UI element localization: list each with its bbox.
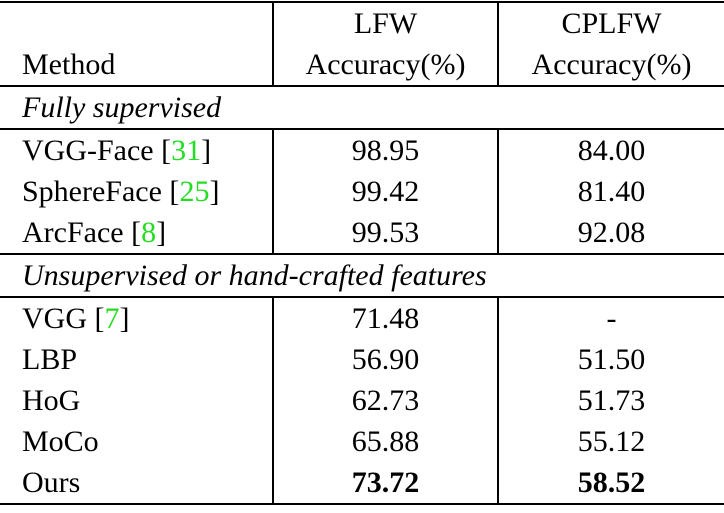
cplfw-cell: 84.00 xyxy=(577,134,646,167)
method-name: ] xyxy=(156,216,167,249)
lfw-cell: 98.95 xyxy=(273,129,499,171)
data-row: ArcFace [8] 99.53 92.08 xyxy=(0,212,724,254)
method-cell: MoCo xyxy=(0,421,274,462)
method-name: ] xyxy=(201,134,212,167)
cplfw-cell: 51.73 xyxy=(577,384,646,417)
cplfw-cell: 55.12 xyxy=(577,425,646,458)
method-name: VGG-Face [ xyxy=(22,134,172,167)
lfw-cell: 56.90 xyxy=(273,339,499,380)
header-cell: LFW xyxy=(273,1,499,44)
data-row: LBP 56.90 51.50 xyxy=(0,339,724,380)
method-name: HoG xyxy=(22,384,81,417)
method-name: LBP xyxy=(22,343,78,376)
lfw-cell: 62.73 xyxy=(273,380,499,421)
cplfw-cell: 81.40 xyxy=(577,175,646,208)
header-cell xyxy=(0,1,274,44)
header-cell: Method xyxy=(0,44,274,87)
method-cell: LBP xyxy=(0,339,274,380)
section-row: Fully supervised xyxy=(0,86,724,130)
header-row: Method Accuracy(%) Accuracy(%) xyxy=(0,44,724,87)
lfw-cell: 65.88 xyxy=(273,421,499,462)
section-title: Unsupervised or hand-crafted features xyxy=(0,253,724,298)
header-row: LFW CPLFW xyxy=(0,1,724,44)
cplfw-cell: - xyxy=(606,302,617,335)
lfw-cell: 71.48 xyxy=(273,297,499,339)
method-cell: VGG-Face [31] xyxy=(0,129,274,171)
citation: 31 xyxy=(171,134,202,167)
lfw-cell: 99.53 xyxy=(273,212,499,254)
method-cell: SphereFace [25] xyxy=(0,171,274,212)
citation: 8 xyxy=(141,216,157,249)
header-cell: CPLFW xyxy=(498,1,724,44)
method-cell: HoG xyxy=(0,380,274,421)
method-name: ArcFace [ xyxy=(22,216,142,249)
citation: 7 xyxy=(104,302,120,335)
cplfw-cell: 92.08 xyxy=(577,216,646,249)
citation: 25 xyxy=(179,175,210,208)
data-row: Ours 73.72 58.52 xyxy=(0,462,724,505)
method-name: MoCo xyxy=(22,425,99,458)
data-row: HoG 62.73 51.73 xyxy=(0,380,724,421)
data-row: VGG [7] 71.48- xyxy=(0,297,724,339)
lfw-cell: 73.72 xyxy=(273,462,499,505)
method-name: VGG [ xyxy=(22,302,105,335)
cplfw-cell: 58.52 xyxy=(498,462,724,505)
section-title: Fully supervised xyxy=(0,86,724,130)
data-row: SphereFace [25] 99.42 81.40 xyxy=(0,171,724,212)
method-name: SphereFace [ xyxy=(22,175,180,208)
method-cell: Ours xyxy=(0,462,274,505)
method-name: ] xyxy=(119,302,130,335)
method-cell: ArcFace [8] xyxy=(0,212,274,254)
lfw-cell: 99.42 xyxy=(273,171,499,212)
method-name: Ours xyxy=(22,466,81,499)
cplfw-cell: 51.50 xyxy=(577,343,646,376)
header-cell: Accuracy(%) xyxy=(498,44,724,87)
data-row: VGG-Face [31] 98.95 84.00 xyxy=(0,129,724,171)
data-row: MoCo 65.88 55.12 xyxy=(0,421,724,462)
header-cell: Accuracy(%) xyxy=(273,44,499,87)
section-row: Unsupervised or hand-crafted features xyxy=(0,253,724,298)
method-cell: VGG [7] xyxy=(0,297,274,339)
method-name: ] xyxy=(209,175,220,208)
